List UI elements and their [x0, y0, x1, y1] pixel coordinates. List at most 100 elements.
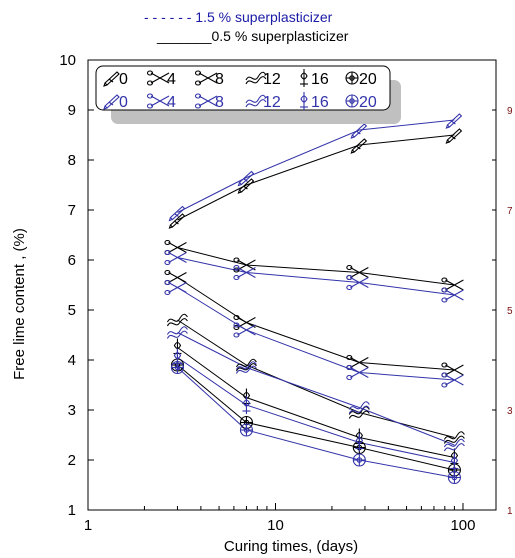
legend-entry-label: 20 — [359, 71, 377, 88]
legend-entry-label: 16 — [311, 94, 329, 111]
right-axis-tick-label: 5 — [507, 306, 513, 317]
series-markers — [164, 113, 465, 485]
x-tick-label: 10 — [267, 517, 284, 534]
data-point-pen-icon — [168, 213, 186, 229]
legend-marker-scissors-icon — [146, 93, 170, 109]
series-line-20 — [177, 364, 455, 471]
x-axis-label: Curing times, (days) — [224, 538, 358, 555]
series-line-0 — [177, 119, 455, 213]
y-tick-label: 4 — [68, 352, 76, 369]
right-axis-tick-label: 3 — [507, 406, 513, 417]
data-point-scissors-icon — [441, 287, 464, 303]
data-point-lamp-icon — [450, 453, 459, 472]
legend-marker-circle-icon — [345, 94, 359, 108]
data-point-scissors-icon — [164, 249, 187, 266]
series-lines — [177, 119, 455, 478]
data-point-scissors-icon — [164, 269, 187, 286]
data-point-scissors-icon — [233, 257, 256, 273]
data-point-lamp-icon — [242, 396, 251, 414]
data-point-pen-icon — [445, 128, 463, 144]
legend-marker-scissors-icon — [194, 93, 218, 109]
y-tick-label: 8 — [68, 152, 76, 169]
data-point-wave-icon — [443, 438, 465, 452]
legend-marker-scissors-icon — [146, 70, 170, 86]
y-tick-label: 9 — [68, 102, 76, 119]
data-point-wave-icon — [166, 313, 188, 327]
data-point-circle-icon — [170, 360, 185, 375]
data-point-scissors-icon — [346, 364, 369, 381]
data-point-scissors-icon — [346, 274, 369, 291]
data-point-pen-icon — [350, 138, 368, 154]
y-tick-label: 3 — [68, 402, 76, 419]
legend-line-1-5: - - - - - - 1.5 % superplasticizer — [144, 9, 332, 25]
y-tick-label: 5 — [68, 302, 76, 319]
data-point-circle-icon — [447, 470, 461, 485]
legend-marker-pen-icon — [103, 71, 120, 87]
x-tick-label: 100 — [450, 517, 475, 534]
data-point-lamp-icon — [355, 433, 364, 452]
legend-entry-label: 0 — [119, 71, 128, 88]
legend-frame — [95, 65, 391, 111]
y-tick-label: 6 — [68, 252, 76, 269]
y-axis-label: Free lime content , (%) — [11, 228, 28, 380]
data-point-wave-icon — [348, 406, 370, 419]
data-point-wave-icon — [166, 326, 188, 339]
legend-line-0-5-label: _______0.5 % superplasticizer — [157, 28, 349, 44]
right-axis-tick-label: 7 — [507, 206, 513, 217]
legend-marker-wave-icon — [245, 71, 267, 85]
legend-entry-label: 4 — [167, 71, 176, 88]
data-point-pen-icon — [237, 178, 255, 194]
y-tick-label: 10 — [59, 52, 76, 69]
data-point-wave-icon — [235, 361, 257, 374]
legend-entry-label: 4 — [167, 94, 176, 111]
legend-entry-label: 20 — [359, 94, 377, 111]
series-line-4 — [177, 257, 455, 296]
data-point-pen-icon — [445, 113, 463, 129]
legend-line-0-5: _______0.5 % superplasticizer — [157, 28, 348, 44]
right-axis-tick-label: 9 — [507, 106, 513, 117]
series-line-16 — [177, 357, 455, 463]
plot-border — [87, 59, 497, 511]
series-line-12 — [177, 332, 455, 446]
legend-marker-wave-icon — [245, 94, 267, 108]
series-line-8 — [177, 287, 455, 381]
series-line-20 — [177, 367, 455, 478]
data-point-scissors-icon — [233, 264, 256, 281]
y-tick-label: 2 — [68, 452, 76, 469]
data-point-scissors-icon — [441, 372, 464, 388]
series-line-0 — [177, 134, 455, 221]
legend-entry-label: 12 — [263, 71, 281, 88]
legend-box: 0 4 8 12 16 20 0 4 8 12 16 20 — [95, 65, 401, 124]
legend-marker-lamp-icon — [300, 92, 308, 110]
legend-marker-lamp-icon — [300, 69, 308, 87]
legend-entry-label: 8 — [215, 94, 224, 111]
data-point-pen-icon — [237, 170, 255, 187]
data-point-wave-icon — [348, 401, 370, 414]
data-point-scissors-icon — [233, 314, 256, 331]
legend-entry-label: 12 — [263, 94, 281, 111]
legend-entry-label: 0 — [119, 94, 128, 111]
y-tick-label: 1 — [68, 502, 76, 519]
data-point-scissors-icon — [164, 239, 187, 256]
data-point-circle-icon — [352, 453, 366, 467]
series-line-4 — [177, 247, 455, 286]
data-point-pen-icon — [168, 205, 186, 222]
data-point-scissors-icon — [164, 279, 187, 296]
data-point-wave-icon — [235, 358, 257, 372]
legend-entry-label: 16 — [311, 71, 329, 88]
series-line-16 — [177, 347, 455, 458]
data-point-wave-icon — [443, 431, 465, 444]
y-tick-label: 7 — [68, 202, 76, 219]
x-tick-label: 1 — [84, 517, 92, 534]
right-axis-tick-label: 1 — [507, 506, 513, 517]
series-line-8 — [177, 277, 455, 371]
data-point-circle-icon — [239, 423, 253, 437]
data-point-pen-icon — [350, 123, 368, 139]
series-line-12 — [177, 319, 455, 438]
data-point-scissors-icon — [233, 322, 256, 338]
legend-marker-scissors-icon — [194, 70, 218, 86]
plot-frame — [87, 59, 497, 511]
legend-entry-label: 8 — [215, 71, 224, 88]
